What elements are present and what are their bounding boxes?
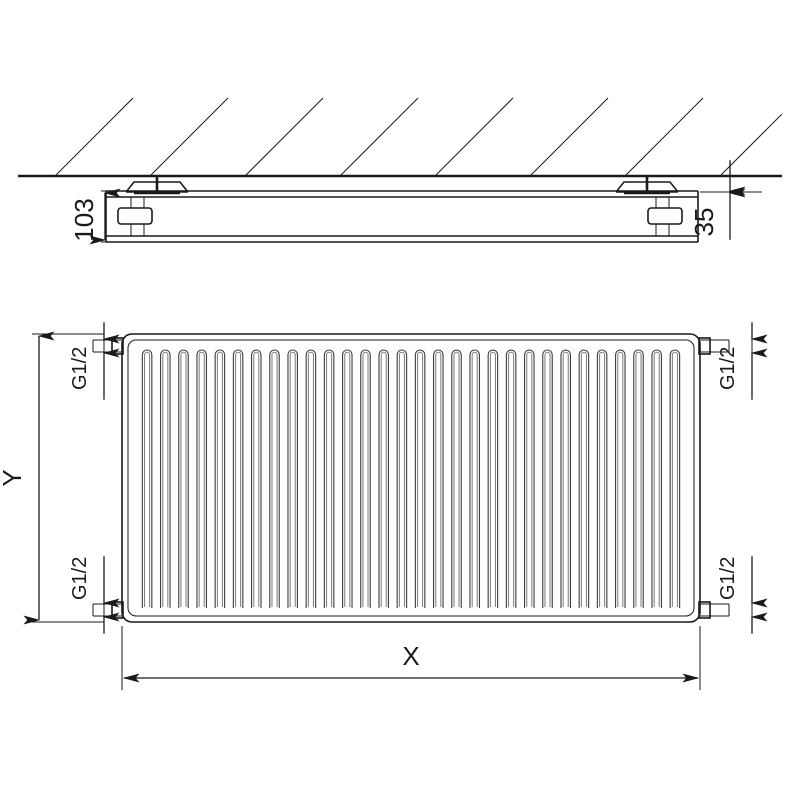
radiator-fin bbox=[451, 349, 462, 608]
radiator-fin bbox=[196, 349, 207, 608]
connection-stub-bottom-right bbox=[698, 601, 730, 619]
radiator-fin bbox=[469, 349, 480, 608]
radiator-fin bbox=[287, 349, 298, 608]
radiator-fin bbox=[178, 349, 189, 608]
radiator-fin-inner bbox=[562, 351, 569, 607]
radiator-fin-inner bbox=[198, 351, 205, 607]
radiator-fin bbox=[487, 349, 499, 608]
radiator-fin bbox=[160, 349, 171, 608]
radiator-fin-inner bbox=[471, 351, 478, 607]
radiator-fin-inner bbox=[344, 351, 351, 607]
radiator-fin-inner bbox=[526, 351, 533, 607]
wall-bracket-left bbox=[125, 176, 189, 195]
radiator-fin bbox=[232, 349, 244, 608]
radiator-fin bbox=[414, 349, 426, 608]
side-elevation-view: 103 35 bbox=[18, 97, 783, 245]
radiator-fin-inner bbox=[617, 351, 624, 607]
pipe-connector-left bbox=[117, 207, 153, 225]
radiator-fin-inner bbox=[671, 351, 678, 607]
dimension-label-g-top-right: G1/2 bbox=[717, 347, 739, 390]
radiator-fin-inner bbox=[162, 351, 169, 607]
radiator-panel-outline bbox=[121, 333, 701, 623]
radiator-fin-inner bbox=[635, 351, 642, 607]
radiator-fin-inner bbox=[435, 351, 442, 607]
radiator-fin bbox=[141, 349, 153, 608]
front-elevation-view: G1/2 G1/2 G1/2 G1/2 Y bbox=[0, 322, 768, 690]
radiator-fin bbox=[251, 349, 262, 608]
connection-stub-top-right bbox=[698, 337, 730, 355]
radiator-fin bbox=[269, 349, 280, 608]
radiator-fin bbox=[633, 349, 644, 608]
radiator-fin-inner bbox=[398, 351, 405, 607]
radiator-fin-inner bbox=[380, 351, 387, 607]
dimension-g-bottom-left: G1/2 bbox=[69, 556, 120, 634]
dimension-label-35: 35 bbox=[689, 208, 719, 237]
radiator-fin-inner bbox=[362, 351, 369, 607]
radiator-fin-inner bbox=[235, 351, 242, 607]
radiator-fin bbox=[378, 349, 389, 608]
radiator-fin bbox=[505, 349, 517, 608]
radiator-fin-inner bbox=[253, 351, 260, 607]
radiator-fin-inner bbox=[544, 351, 551, 607]
radiator-fin-inner bbox=[216, 351, 223, 607]
radiator-fin-inner bbox=[271, 351, 278, 607]
pipe-connector-right bbox=[647, 207, 683, 225]
radiator-fin bbox=[669, 349, 681, 608]
radiator-fin bbox=[305, 349, 317, 608]
dimension-label-g-top-left: G1/2 bbox=[69, 347, 91, 390]
dimension-x: X bbox=[121, 626, 701, 690]
dimension-g-top-left: G1/2 bbox=[69, 322, 120, 400]
radiator-fin bbox=[651, 349, 662, 608]
dimension-g-top-right: G1/2 bbox=[717, 322, 768, 400]
dimension-label-x: X bbox=[402, 641, 419, 671]
radiator-fin bbox=[560, 349, 571, 608]
dimension-label-103: 103 bbox=[69, 198, 99, 241]
radiator-fin-inner bbox=[580, 351, 587, 607]
dimension-y: Y bbox=[0, 331, 104, 625]
radiator-fin bbox=[214, 349, 226, 608]
radiator-fin-inner bbox=[599, 351, 606, 607]
radiator-fin-inner bbox=[508, 351, 515, 607]
dimension-103: 103 bbox=[69, 188, 148, 245]
dimension-label-g-bottom-right: G1/2 bbox=[717, 557, 739, 600]
radiator-fin bbox=[360, 349, 371, 608]
radiator-fin bbox=[542, 349, 553, 608]
dimension-label-y: Y bbox=[0, 469, 27, 486]
radiator-fin bbox=[578, 349, 590, 608]
radiator-fin-inner bbox=[489, 351, 496, 607]
dimension-label-g-bottom-left: G1/2 bbox=[69, 557, 91, 600]
dimension-g-bottom-right: G1/2 bbox=[717, 556, 768, 634]
radiator-fin bbox=[524, 349, 535, 608]
radiator-fin bbox=[342, 349, 353, 608]
radiator-fin-inner bbox=[307, 351, 314, 607]
radiator-fin bbox=[433, 349, 444, 608]
radiator-fin-inner bbox=[144, 351, 151, 607]
radiator-panel-inner-outline bbox=[127, 339, 695, 617]
radiator-fin-inner bbox=[289, 351, 296, 607]
radiator-fin-inner bbox=[453, 351, 460, 607]
radiator-fin bbox=[323, 349, 335, 608]
radiator-fin-group bbox=[141, 349, 681, 608]
radiator-fin-inner bbox=[326, 351, 333, 607]
radiator-fin-inner bbox=[653, 351, 660, 607]
wall-bracket-right bbox=[615, 176, 679, 195]
dimension-35: 35 bbox=[689, 160, 762, 240]
radiator-fin-inner bbox=[417, 351, 424, 607]
radiator-fin bbox=[396, 349, 408, 608]
radiator-fin-inner bbox=[180, 351, 187, 607]
radiator-fin bbox=[615, 349, 626, 608]
radiator-fin bbox=[596, 349, 608, 608]
